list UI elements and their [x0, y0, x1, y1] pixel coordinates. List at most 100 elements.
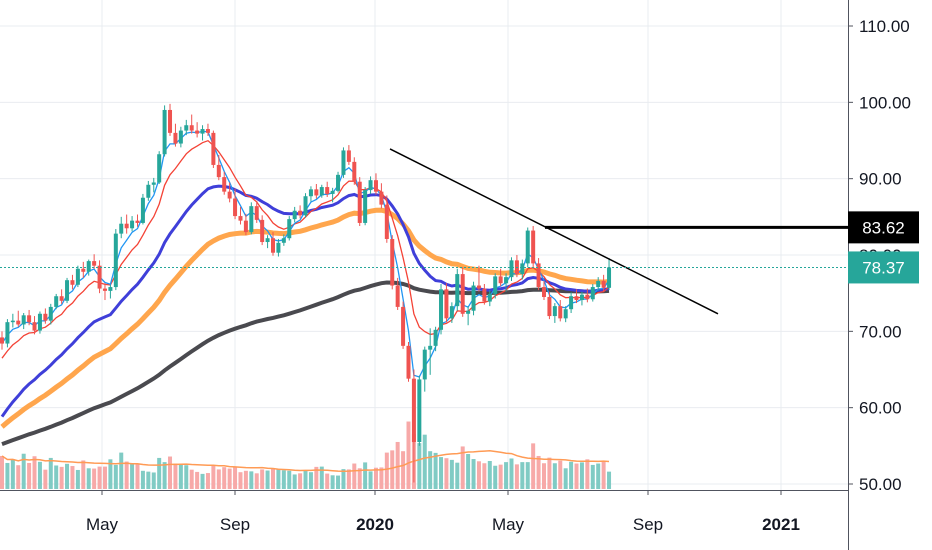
volume-bar: [563, 468, 568, 489]
candle-body: [65, 280, 70, 301]
y-tick-label: 60.00: [859, 399, 902, 418]
candle-body: [151, 182, 156, 185]
volume-bar: [0, 455, 4, 489]
candle-body: [569, 296, 574, 310]
y-tick-label: 90.00: [859, 170, 902, 189]
candle-body: [390, 238, 395, 286]
volume-bar: [444, 458, 449, 489]
volume-bar: [569, 461, 574, 489]
volume-bar: [352, 463, 357, 489]
volume-bar: [97, 466, 102, 489]
volume-bar: [449, 459, 454, 489]
volume-bar: [157, 457, 162, 489]
volume-bar: [514, 464, 519, 489]
candle-body: [439, 289, 444, 330]
drawing-overlays: [0, 148, 848, 315]
volume-bar: [341, 469, 346, 489]
candle-body: [119, 223, 124, 234]
candle-body: [260, 219, 265, 243]
volume-bar: [498, 464, 503, 489]
volume-bar: [184, 465, 189, 489]
volume-bar: [504, 462, 509, 489]
volume-bar: [579, 462, 584, 489]
candle-body: [124, 223, 129, 229]
candle-body: [504, 277, 509, 284]
candle-body: [411, 378, 416, 443]
volume-bar: [471, 459, 476, 489]
volume-bar: [16, 465, 21, 489]
volume-bar: [43, 469, 48, 489]
volume-bar: [319, 466, 324, 489]
volume-bar: [574, 463, 579, 489]
candle-body: [585, 294, 590, 300]
candle-body: [216, 164, 221, 178]
candle-body: [249, 206, 254, 233]
volume-bar: [48, 457, 53, 489]
volume-bar: [466, 454, 471, 489]
candle-body: [0, 337, 4, 344]
volume-bar: [135, 464, 140, 489]
volume-bar: [525, 462, 530, 489]
candle-body: [200, 129, 205, 134]
volume-bar: [254, 473, 259, 489]
ma-200-line: [1, 280, 610, 446]
candle-body: [563, 309, 568, 319]
volume-bar: [384, 452, 389, 489]
candle-body: [16, 320, 21, 325]
volume-bar: [102, 466, 107, 489]
volume-bar: [233, 466, 238, 489]
candle-body: [211, 132, 216, 165]
y-tick-label: 110.00: [859, 17, 910, 36]
volume-bar: [65, 463, 70, 489]
volume-bar: [168, 456, 173, 489]
volume-bar: [395, 441, 400, 489]
candle-body: [336, 174, 341, 191]
volume-bar: [37, 461, 42, 489]
volume-bar: [113, 464, 118, 489]
volume-bar: [308, 472, 313, 489]
candle-body: [417, 379, 422, 443]
x-tick-label: Sep: [220, 515, 250, 534]
volume-bar: [390, 450, 395, 489]
volume-bar: [368, 471, 373, 489]
candle-body: [184, 125, 189, 131]
volume-bar: [21, 453, 26, 489]
candle-body: [92, 261, 97, 266]
volume-bar: [493, 465, 498, 489]
candle-body: [75, 268, 80, 285]
volume-bar: [146, 471, 151, 489]
volume-bar: [119, 452, 124, 489]
candle-body: [455, 274, 460, 307]
volume-bar: [401, 451, 406, 489]
volume-bars: [0, 421, 612, 489]
candle-body: [558, 306, 563, 319]
candle-body: [27, 315, 32, 323]
candle-body: [590, 287, 595, 300]
candle-body: [271, 238, 275, 253]
candle-body: [97, 265, 102, 289]
candle-body: [102, 288, 107, 291]
x-tick-label: 2021: [762, 515, 800, 534]
volume-bar: [227, 468, 232, 489]
volume-bar: [151, 472, 156, 489]
candle-body: [525, 230, 530, 264]
candle-body: [113, 233, 118, 288]
volume-bar: [428, 451, 433, 489]
candle-body: [178, 130, 183, 144]
volume-moving-average: [1, 450, 610, 472]
candle-body: [195, 130, 200, 134]
candle-body: [498, 276, 503, 284]
volume-bar: [422, 434, 427, 489]
volume-bar: [173, 463, 178, 489]
volume-bar: [487, 461, 492, 489]
candle-body: [373, 180, 378, 192]
candle-body: [303, 196, 308, 216]
x-tick-label: Sep: [633, 515, 663, 534]
candle-body: [238, 216, 243, 221]
volume-bar: [140, 470, 145, 489]
volume-bar: [552, 463, 557, 489]
candle-body: [346, 150, 351, 162]
volume-bar: [27, 462, 32, 489]
candle-body: [379, 191, 384, 205]
